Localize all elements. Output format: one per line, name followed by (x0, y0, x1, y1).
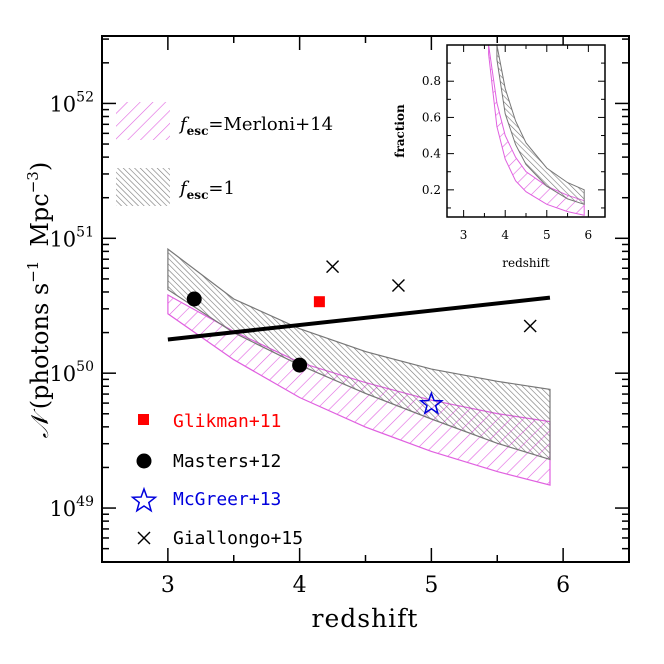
legend-label-fesc1: fesc=1 (178, 178, 235, 202)
y-tick-label: 1049 (49, 494, 94, 521)
marker-masters-12 (186, 291, 202, 307)
marker-giallongo-15 (391, 279, 405, 293)
inset-y-tick-label: 0.8 (422, 74, 441, 88)
x-tick-label: 5 (424, 573, 438, 598)
y-axis-symbol: 𝒩 (26, 408, 54, 438)
legend-marker-cross (137, 531, 151, 545)
marker-giallongo-15 (326, 260, 340, 274)
legend-bands: fesc=Merloni+14 fesc=1 (116, 102, 333, 206)
legend-label-masters: Masters+12 (173, 451, 281, 472)
y-axis-label: 𝒩(photons s−1Mpc−3) (24, 162, 54, 438)
marker-giallongo-15 (523, 319, 537, 333)
main-bands (167, 247, 551, 486)
x-axis-label: redshift (312, 604, 419, 633)
legend-marker-circle (136, 453, 152, 469)
inset-band-fesc1 (496, 45, 585, 205)
inset-x-tick-label: 6 (585, 228, 593, 242)
inset-y-tick-label: 0.6 (422, 110, 441, 124)
svg-text:𝒩(photons s−1Mpc−3): 𝒩(photons s−1Mpc−3) (24, 162, 54, 438)
legend-label-merloni: fesc=Merloni+14 (178, 114, 333, 138)
main-markers (186, 260, 537, 415)
main-line-layer (167, 295, 551, 342)
inset-y-tick-label: 0.4 (422, 147, 441, 161)
inset-y-tick-label: 0.2 (422, 183, 441, 197)
y-tick-label: 1052 (49, 89, 94, 116)
marker-masters-12 (292, 357, 308, 373)
y-tick-label: 1050 (49, 359, 94, 386)
main-ticks: 3 4 5 6 1049 1050 1051 1052 (49, 36, 630, 598)
inset-x-tick-label: 5 (543, 228, 551, 242)
inset-x-tick-label: 3 (460, 228, 468, 242)
legend-label-glikman: Glikman+11 (173, 411, 281, 432)
y-tick-label: 1051 (49, 224, 94, 251)
inset-y-axis-label: fraction (393, 104, 407, 158)
x-tick-label: 6 (556, 573, 570, 598)
x-tick-label: 4 (293, 573, 307, 598)
inset-x-tick-label: 4 (501, 228, 509, 242)
trend-line (167, 295, 551, 342)
inset-band-merloni (488, 45, 585, 216)
legend-label-mcgreer: McGreer+13 (173, 489, 281, 510)
legend-markers: Glikman+11 Masters+12 McGreer+13 Giallon… (130, 411, 303, 549)
marker-mcgreer-13 (418, 391, 444, 415)
inset-bands (488, 45, 585, 216)
marker-glikman-11 (313, 296, 325, 308)
inset-x-axis-label: redshift (502, 256, 550, 270)
legend-marker-star (130, 486, 158, 513)
legend-swatch-fesc1 (116, 168, 170, 206)
legend-label-giallongo: Giallongo+15 (173, 528, 303, 549)
x-tick-label: 3 (161, 573, 175, 598)
band-fesc1 (167, 247, 551, 461)
legend-swatch-merloni (116, 102, 170, 140)
legend-marker-square (138, 414, 149, 425)
inset-ticks: 3 4 5 6 0.2 0.4 0.6 0.8 (422, 45, 605, 242)
